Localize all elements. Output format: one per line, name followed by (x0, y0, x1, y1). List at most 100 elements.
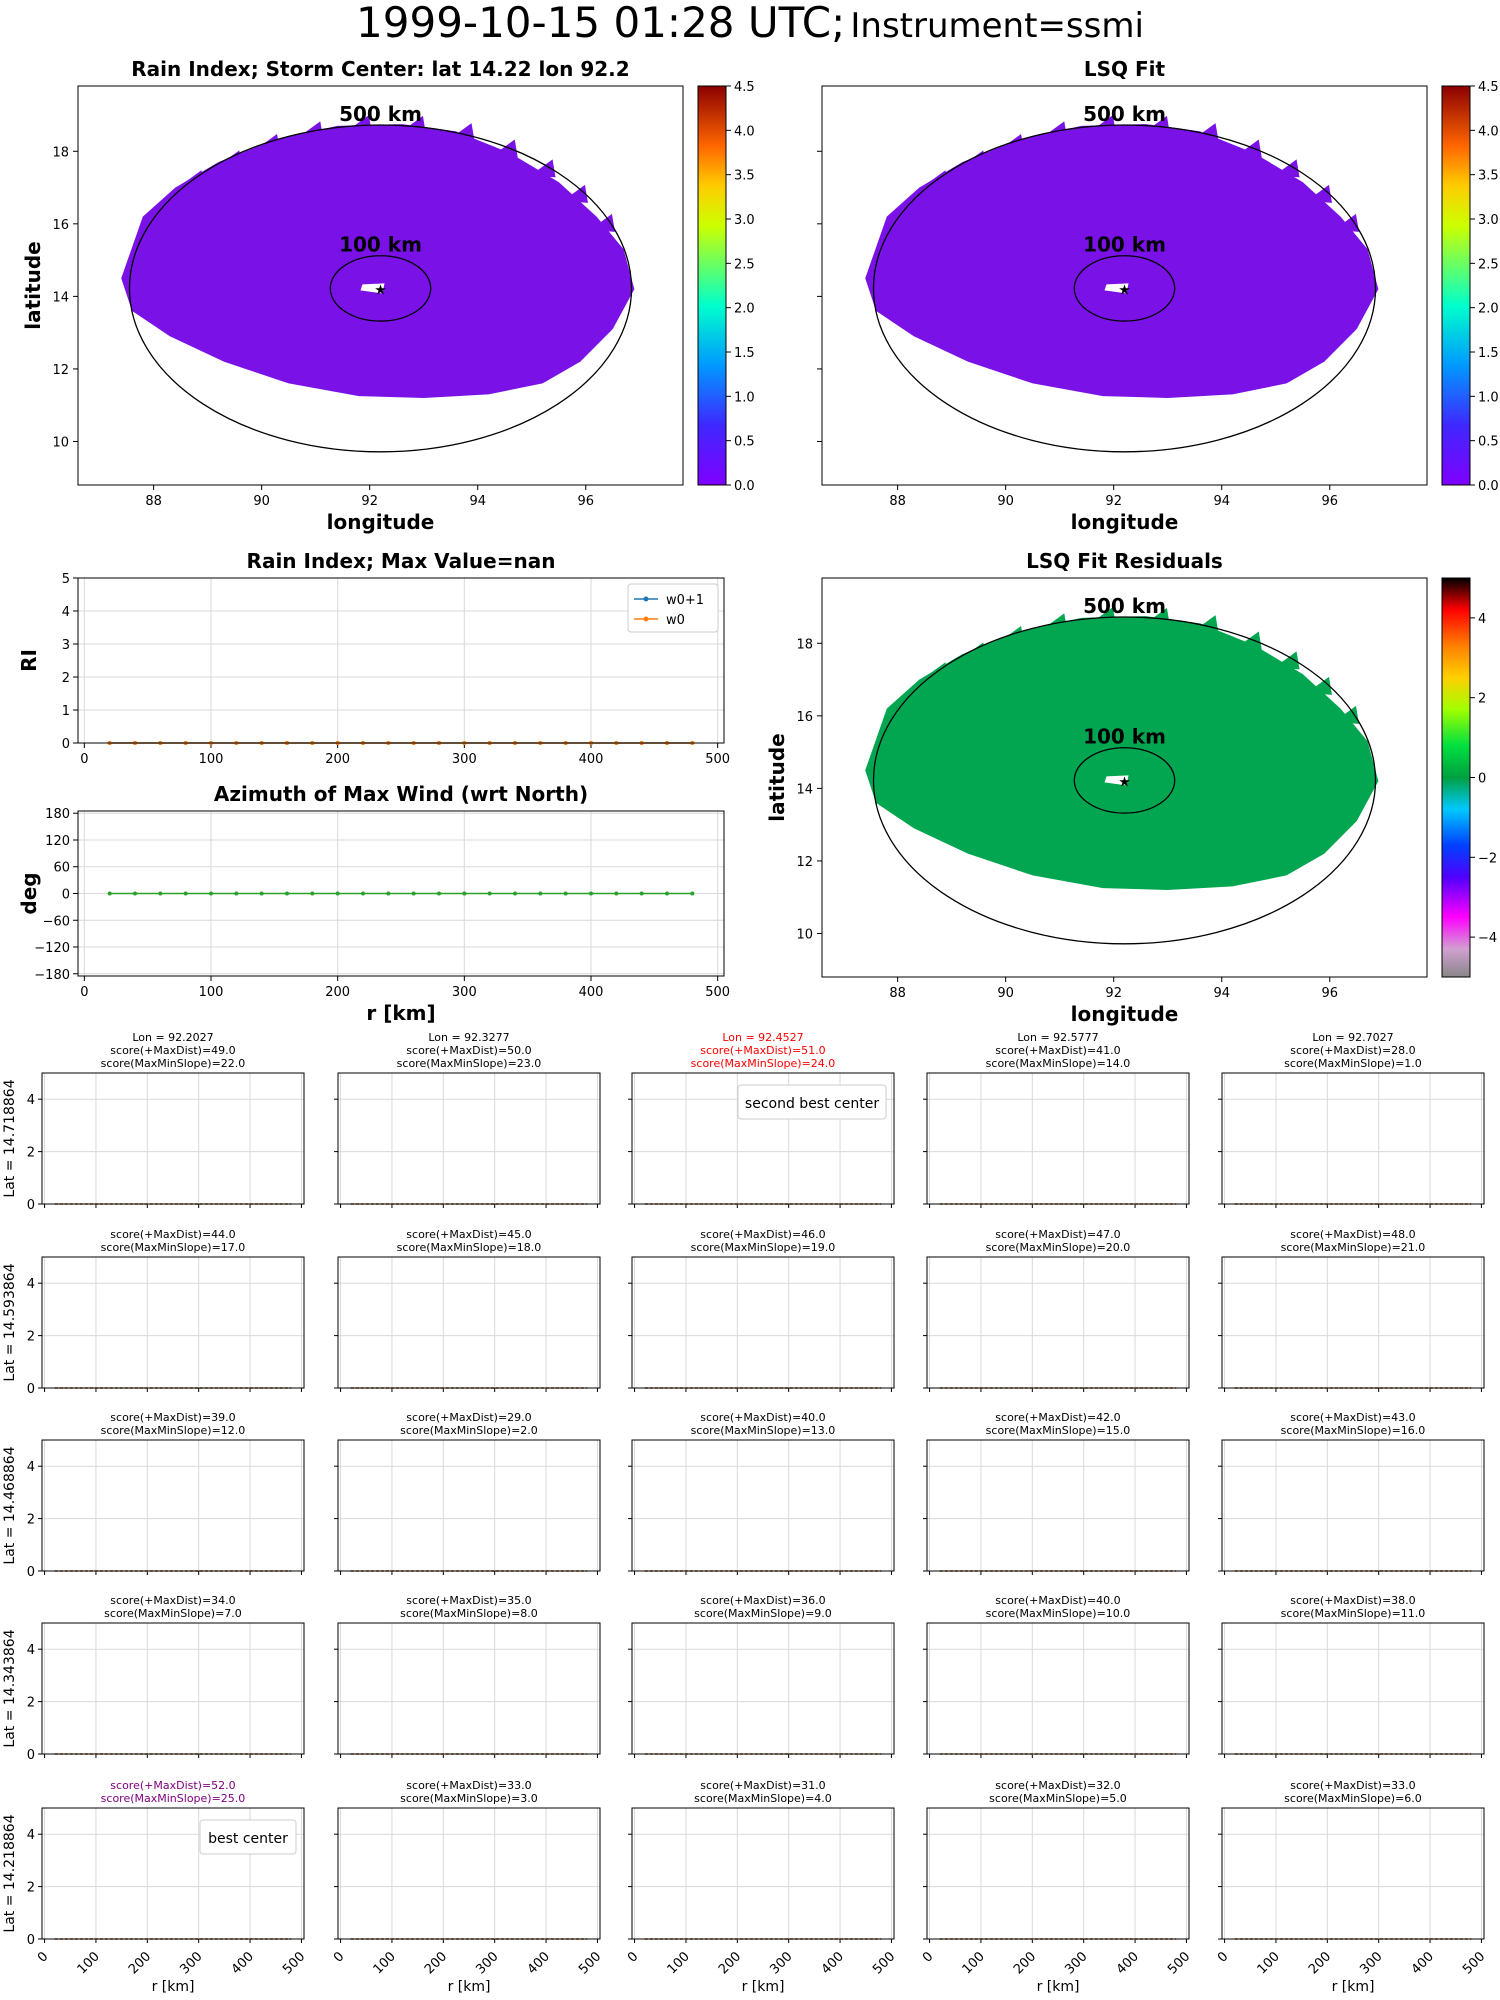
axes-frame (631, 1807, 895, 1940)
score-maxdist: score(+MaxDist)=36.0 (700, 1594, 825, 1607)
y-axis-label: latitude (21, 241, 45, 329)
search-panel: score(+MaxDist)=29.0score(MaxMinSlope)=2… (334, 1411, 601, 1575)
score-maxdist: score(+MaxDist)=31.0 (700, 1779, 825, 1792)
colorbar-tick-label: 3.0 (1478, 213, 1499, 228)
x-axis-label: r [km] (1037, 1979, 1080, 1995)
axes-frame (1221, 1807, 1485, 1940)
colorbar (1441, 85, 1471, 486)
axes-frame (41, 1807, 305, 1940)
y-tick-label: 12 (52, 363, 69, 378)
search-panel: Lon = 92.4527score(+MaxDist)=51.0score(M… (628, 1031, 895, 1208)
x-tick-label: 0 (625, 1949, 641, 1965)
swath-edge-tooth (1274, 159, 1300, 178)
y-tick-label: 2 (27, 1330, 35, 1345)
swath-edge-tooth (896, 684, 922, 703)
data-point (133, 891, 137, 896)
colorbar (1441, 577, 1471, 978)
score-maxdist: score(+MaxDist)=46.0 (700, 1228, 825, 1241)
colorbar-tick-label: 4.5 (1478, 80, 1499, 95)
swath-edge-tooth (346, 115, 372, 134)
axes-frame (631, 1072, 895, 1205)
y-tick-label: 1 (62, 704, 70, 719)
x-tick-label: 100 (199, 752, 224, 767)
rain-field (121, 124, 635, 398)
axes-frame (821, 577, 1428, 978)
score-maxminslope: score(MaxMinSlope)=15.0 (986, 1424, 1131, 1437)
axes-frame (77, 810, 725, 977)
panel-title: LSQ Fit Residuals (1026, 549, 1223, 573)
x-tick-label: 96 (1321, 986, 1338, 1001)
swath-edge-tooth (1090, 115, 1116, 134)
x-axis-label: r [km] (448, 1979, 491, 1995)
legend-marker (643, 596, 649, 602)
x-tick-label: 400 (229, 1949, 257, 1977)
score-maxdist: score(+MaxDist)=39.0 (110, 1411, 235, 1424)
score-maxminslope: score(MaxMinSlope)=8.0 (400, 1607, 538, 1620)
x-tick-label: 400 (819, 1949, 847, 1977)
rain-field (865, 124, 1379, 398)
x-tick-label: 100 (960, 1949, 988, 1977)
swath-edge-tooth (1144, 115, 1170, 134)
swath-edge-tooth (923, 662, 949, 681)
y-tick-label: 0 (27, 1382, 35, 1397)
y-tick-label: 10 (52, 435, 69, 450)
x-tick-label: 88 (889, 494, 906, 509)
data-point (285, 891, 289, 896)
colorbar-tick-label: 0.5 (734, 435, 755, 450)
score-maxminslope: score(MaxMinSlope)=12.0 (101, 1424, 246, 1437)
legend-label: second best center (745, 1096, 879, 1112)
axes-frame (631, 1622, 895, 1755)
panel-title: Rain Index; Storm Center: lat 14.22 lon … (131, 57, 629, 81)
y-axis-label: latitude (765, 733, 789, 821)
x-tick-label: 94 (1213, 986, 1230, 1001)
colorbar-tick-label: 2.5 (1478, 257, 1499, 272)
x-tick-label: 100 (199, 985, 224, 1000)
colorbar-tick-label: 0.5 (1478, 435, 1499, 450)
x-tick-label: 100 (1255, 1949, 1283, 1977)
score-maxminslope: score(MaxMinSlope)=1.0 (1284, 1057, 1422, 1070)
colorbar-tick-label: 4.0 (1478, 124, 1499, 139)
score-maxminslope: score(MaxMinSlope)=25.0 (101, 1792, 246, 1805)
search-panel: 0 100 200 300 400 500 score(+MaxDist)=32.0scor… (920, 1779, 1193, 1995)
swath-edge-tooth (1333, 213, 1359, 232)
y-tick-label: −120 (34, 941, 70, 956)
score-maxdist: score(+MaxDist)=35.0 (406, 1594, 531, 1607)
y-tick-label: 2 (27, 1696, 35, 1711)
colorbar-tick-label: 0 (1478, 772, 1486, 787)
colorbar-tick-label: 0.0 (1478, 479, 1499, 494)
axes-frame (337, 1256, 601, 1389)
ring-label: 100 km (1083, 725, 1166, 749)
swath-edge-tooth (400, 115, 426, 134)
search-panel: score(+MaxDist)=48.0score(MaxMinSlope)=2… (1218, 1228, 1485, 1392)
y-tick-label: 18 (52, 145, 69, 160)
data-point (487, 891, 492, 896)
score-maxdist: score(+MaxDist)=33.0 (406, 1779, 531, 1792)
y-tick-label: 0 (62, 888, 70, 903)
radius-ring (872, 616, 1377, 945)
x-tick-label: 0 (1215, 1949, 1231, 1965)
score-maxminslope: score(MaxMinSlope)=21.0 (1281, 1241, 1426, 1254)
y-tick-label: 4 (62, 605, 70, 620)
axes-frame (821, 85, 1428, 486)
axes-frame (337, 1439, 601, 1572)
colorbar-tick-label: 1.5 (1478, 346, 1499, 361)
x-tick-label: 0 (331, 1949, 347, 1965)
x-axis-label: longitude (1071, 1002, 1179, 1026)
x-tick-label: 300 (1062, 1949, 1090, 1977)
panel-title: Rain Index; Max Value=nan (247, 549, 556, 573)
colorbar-tick-label: 1.0 (734, 390, 755, 405)
y-axis-label: RI (17, 649, 41, 672)
y-tick-label: 14 (52, 290, 69, 305)
x-axis-label: r [km] (366, 1001, 435, 1025)
x-tick-label: 94 (1213, 494, 1230, 509)
score-maxminslope: score(MaxMinSlope)=19.0 (691, 1241, 836, 1254)
data-point (234, 891, 239, 896)
score-maxdist: score(+MaxDist)=49.0 (110, 1044, 235, 1057)
legend-label: best center (208, 1831, 288, 1847)
colorbar-tick-label: 2.0 (1478, 302, 1499, 317)
axes-frame (77, 85, 684, 486)
y-tick-label: 0 (27, 1933, 35, 1948)
score-maxminslope: score(MaxMinSlope)=9.0 (694, 1607, 832, 1620)
x-tick-label: 200 (325, 752, 350, 767)
